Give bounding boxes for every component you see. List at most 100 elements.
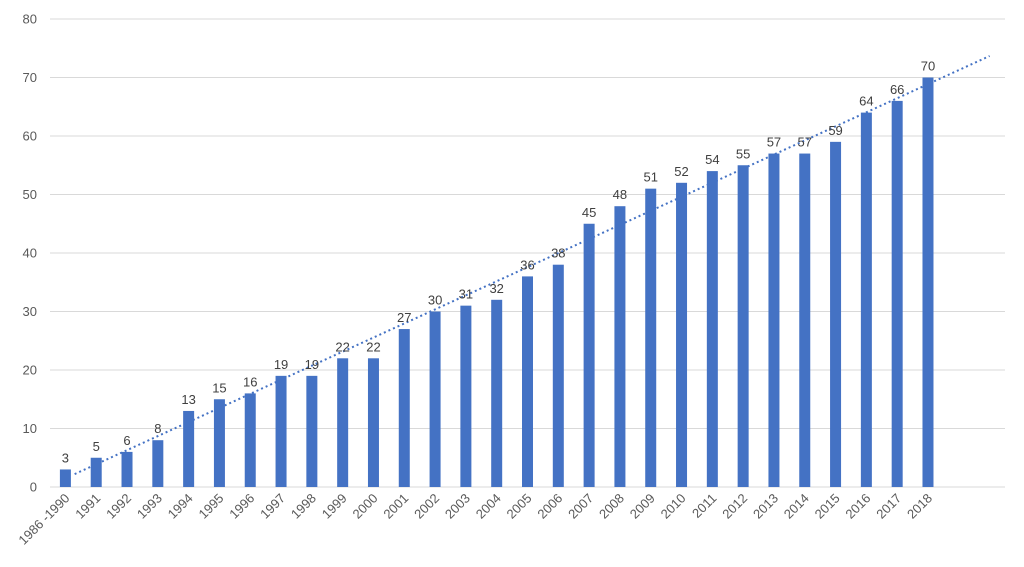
bar — [676, 182, 688, 488]
bar — [614, 206, 626, 487]
x-tick-label: 2009 — [627, 491, 658, 522]
x-tick-label: 2011 — [689, 491, 719, 521]
data-label: 13 — [181, 392, 195, 407]
x-tick-label: 1995 — [195, 491, 226, 522]
bar — [152, 440, 164, 487]
x-tick-label: 2004 — [473, 491, 504, 522]
x-tick-label: 2014 — [781, 491, 812, 522]
x-tick-label: 1999 — [319, 491, 350, 522]
x-tick-label: 2005 — [504, 491, 535, 522]
y-tick-label: 70 — [23, 70, 37, 85]
data-labels-group: 3 5 6 8 13 15 16 19 19 22 22 27 30 31 32 36 38 45 48 51 52 54… — [62, 59, 935, 466]
y-tick-label: 60 — [23, 129, 37, 144]
bar — [491, 299, 503, 487]
x-axis-ticks: 1986 -1990 1991 1992 1993 1994 1995 1996 1997 19… — [15, 491, 935, 548]
x-tick-label: 1993 — [134, 491, 165, 522]
data-label: 64 — [859, 94, 873, 109]
data-label: 30 — [428, 293, 442, 308]
bar — [90, 457, 102, 487]
y-tick-label: 40 — [23, 246, 37, 261]
bar — [398, 329, 410, 487]
bar — [737, 165, 749, 487]
x-tick-label: 2006 — [534, 491, 565, 522]
data-label: 3 — [62, 450, 69, 465]
bar — [583, 223, 595, 487]
x-tick-label: 2003 — [442, 491, 473, 522]
y-tick-label: 20 — [23, 363, 37, 378]
data-label: 70 — [921, 59, 935, 74]
bar — [183, 410, 195, 487]
x-tick-label: 2017 — [873, 491, 904, 522]
x-tick-label: 1991 — [72, 491, 103, 522]
data-label: 32 — [489, 281, 503, 296]
x-tick-label: 2016 — [842, 491, 873, 522]
x-tick-label: 2013 — [750, 491, 781, 522]
bar — [244, 393, 256, 487]
x-tick-label: 1992 — [103, 491, 134, 522]
data-label: 31 — [459, 287, 473, 302]
data-label: 16 — [243, 374, 257, 389]
y-tick-label: 80 — [23, 12, 37, 27]
data-label: 66 — [890, 82, 904, 97]
x-tick-label: 2000 — [350, 491, 381, 522]
x-tick-label: 1998 — [288, 491, 319, 522]
data-label: 45 — [582, 205, 596, 220]
y-tick-label: 30 — [23, 304, 37, 319]
bar — [367, 358, 379, 487]
data-label: 6 — [123, 433, 130, 448]
x-tick-label: 2008 — [596, 491, 627, 522]
data-label: 51 — [643, 170, 657, 185]
x-tick-label: 2007 — [565, 491, 596, 522]
data-label: 55 — [736, 146, 750, 161]
data-label: 19 — [274, 357, 288, 372]
bar — [645, 188, 657, 487]
bar — [429, 311, 441, 487]
x-tick-label: 1986 -1990 — [15, 491, 72, 548]
data-label: 48 — [613, 187, 627, 202]
bar — [213, 399, 225, 487]
bar — [275, 375, 287, 487]
x-tick-label: 2002 — [411, 491, 442, 522]
bar — [922, 77, 934, 487]
bar — [306, 375, 318, 487]
x-tick-label: 2018 — [904, 491, 935, 522]
x-tick-label: 2010 — [658, 491, 689, 522]
bar — [121, 451, 133, 487]
y-axis-ticks: 0 10 20 30 40 50 60 70 80 — [23, 12, 37, 495]
data-label: 5 — [93, 439, 100, 454]
data-label: 8 — [154, 421, 161, 436]
data-label: 27 — [397, 310, 411, 325]
bar — [460, 305, 472, 487]
y-tick-label: 50 — [23, 187, 37, 202]
bar — [59, 469, 71, 487]
x-tick-label: 1996 — [226, 491, 257, 522]
data-label: 57 — [767, 135, 781, 150]
y-tick-label: 10 — [23, 421, 37, 436]
data-label: 57 — [798, 135, 812, 150]
bar — [830, 141, 842, 487]
data-label: 52 — [674, 164, 688, 179]
y-tick-label: 0 — [30, 480, 37, 495]
bar — [552, 264, 564, 487]
x-tick-label: 1997 — [257, 491, 288, 522]
x-tick-label: 2015 — [812, 491, 843, 522]
bar — [799, 153, 811, 488]
data-label: 15 — [212, 380, 226, 395]
bar — [768, 153, 780, 488]
bars-group — [59, 77, 934, 488]
gridlines — [50, 18, 1005, 488]
bar — [706, 171, 718, 487]
data-label: 19 — [305, 357, 319, 372]
bar — [891, 100, 903, 488]
x-tick-label: 2001 — [380, 491, 411, 522]
data-label: 54 — [705, 152, 719, 167]
x-tick-label: 2012 — [719, 491, 750, 522]
bar — [337, 358, 349, 487]
data-label: 38 — [551, 246, 565, 261]
data-label: 22 — [366, 339, 380, 354]
data-label: 36 — [520, 257, 534, 272]
bar — [860, 112, 872, 487]
data-label: 59 — [828, 123, 842, 138]
data-label: 22 — [335, 339, 349, 354]
